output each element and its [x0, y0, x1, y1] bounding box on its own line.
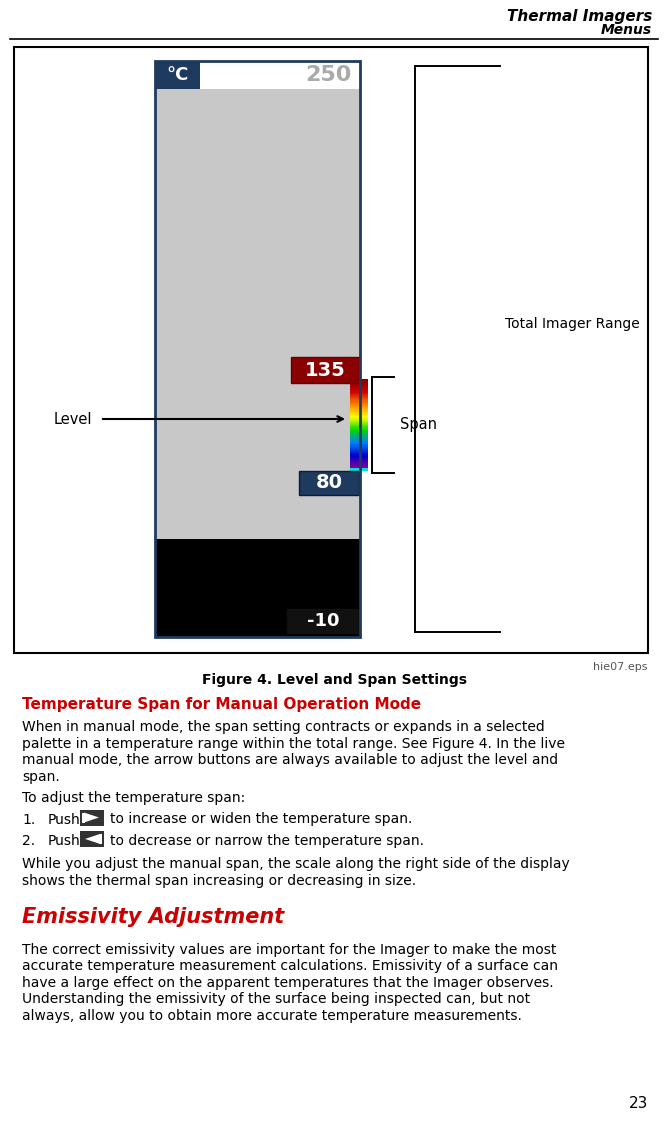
Text: 2.: 2. — [22, 834, 35, 848]
Bar — [299, 471, 359, 495]
Text: 1.: 1. — [22, 813, 35, 826]
Bar — [200, 61, 360, 89]
Bar — [155, 61, 360, 637]
Text: Span: Span — [400, 418, 437, 432]
Bar — [14, 47, 648, 653]
Bar — [155, 61, 200, 89]
Text: span.: span. — [22, 770, 59, 784]
Bar — [80, 809, 104, 825]
Text: Level: Level — [53, 411, 92, 427]
Text: manual mode, the arrow buttons are always available to adjust the level and: manual mode, the arrow buttons are alway… — [22, 753, 558, 767]
Bar — [350, 469, 368, 471]
Text: Push: Push — [48, 813, 81, 826]
Text: Understanding the emissivity of the surface being inspected can, but not: Understanding the emissivity of the surf… — [22, 992, 530, 1006]
Text: The correct emissivity values are important for the Imager to make the most: The correct emissivity values are import… — [22, 943, 556, 957]
Text: 23: 23 — [629, 1096, 648, 1111]
Text: 135: 135 — [305, 360, 345, 379]
Text: always, allow you to obtain more accurate temperature measurements.: always, allow you to obtain more accurat… — [22, 1009, 522, 1023]
Text: Emissivity Adjustment: Emissivity Adjustment — [22, 907, 285, 927]
Text: accurate temperature measurement calculations. Emissivity of a surface can: accurate temperature measurement calcula… — [22, 960, 558, 973]
Text: When in manual mode, the span setting contracts or expands in a selected: When in manual mode, the span setting co… — [22, 720, 544, 734]
Text: shows the thermal span increasing or decreasing in size.: shows the thermal span increasing or dec… — [22, 874, 416, 887]
Text: Push: Push — [48, 834, 81, 848]
Bar — [80, 831, 104, 847]
Text: °C: °C — [166, 65, 188, 84]
Text: Thermal Imagers: Thermal Imagers — [506, 9, 652, 25]
Text: hie07.eps: hie07.eps — [593, 662, 648, 672]
Bar — [99, 834, 102, 844]
Text: 250: 250 — [306, 65, 352, 85]
Text: to increase or widen the temperature span.: to increase or widen the temperature spa… — [110, 813, 412, 826]
Text: have a large effect on the apparent temperatures that the Imager observes.: have a large effect on the apparent temp… — [22, 975, 554, 990]
Bar — [287, 609, 359, 633]
Text: Temperature Span for Manual Operation Mode: Temperature Span for Manual Operation Mo… — [22, 697, 421, 712]
Polygon shape — [85, 834, 100, 844]
Text: Figure 4. Level and Span Settings: Figure 4. Level and Span Settings — [202, 673, 466, 688]
Text: 80: 80 — [315, 473, 343, 492]
Text: While you adjust the manual span, the scale along the right side of the display: While you adjust the manual span, the sc… — [22, 857, 570, 872]
Text: Total Imager Range: Total Imager Range — [505, 317, 640, 331]
Bar — [291, 357, 359, 383]
Bar — [155, 61, 360, 539]
Text: palette in a temperature range within the total range. See Figure 4. In the live: palette in a temperature range within th… — [22, 736, 565, 751]
Text: Menus: Menus — [601, 23, 652, 37]
Text: To adjust the temperature span:: To adjust the temperature span: — [22, 791, 245, 805]
Bar — [155, 539, 360, 637]
Bar — [82, 813, 85, 823]
Text: -10: -10 — [307, 612, 339, 630]
Text: to decrease or narrow the temperature span.: to decrease or narrow the temperature sp… — [110, 834, 424, 848]
Polygon shape — [84, 813, 99, 823]
